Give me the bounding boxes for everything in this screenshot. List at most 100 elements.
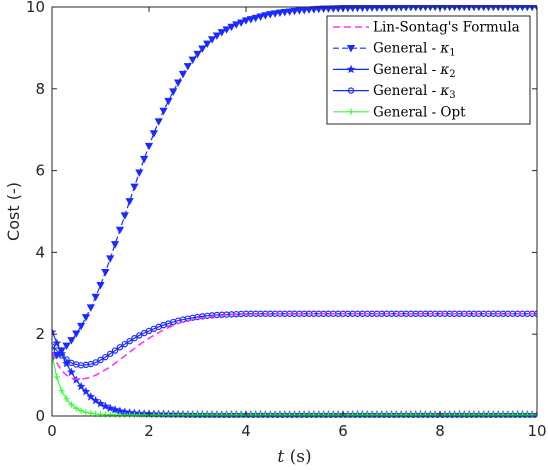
legend-label: General - κ2 [373,62,456,80]
series-marker-1 [232,21,241,29]
series-marker-4 [53,374,60,381]
series-marker-3 [111,347,119,354]
legend-label-base: General - [373,41,440,57]
series-marker-1 [266,11,275,19]
x-tick-label: 10 [527,422,546,440]
series-marker-1 [173,79,183,87]
legend-label: General - κ1 [373,41,456,59]
legend-label: General - κ3 [373,83,456,101]
series-marker-1 [120,212,129,220]
series-marker-1 [188,56,197,65]
series-marker-1 [110,241,120,249]
series-marker-2 [81,386,91,396]
series-marker-1 [154,118,163,126]
x-tick-label: 2 [144,422,154,440]
legend-label-symbol: κ [439,62,449,78]
series-marker-1 [285,8,294,16]
series-marker-1 [237,19,246,27]
legend-marker [347,87,355,94]
series-marker-1 [135,169,144,177]
series-marker-1 [217,29,226,37]
series-marker-4 [87,410,94,417]
y-tick-label: 4 [35,243,45,261]
legend-label-symbol: κ [439,41,449,57]
series-marker-2 [86,392,96,401]
series-marker-1 [402,5,410,12]
series-marker-1 [241,17,251,25]
y-axis-label: Cost (-) [4,182,23,241]
series-marker-4 [68,401,75,408]
series-marker-1 [96,281,105,290]
series-4 [52,353,537,418]
series-marker-1 [392,5,400,12]
legend-label-base: General - [373,62,440,78]
series-marker-3 [121,340,128,348]
x-tick-label: 4 [241,422,251,440]
series-marker-3 [102,353,109,361]
series-marker-1 [397,5,405,12]
series-marker-1 [125,198,134,206]
legend-marker [346,64,356,74]
series-marker-1 [251,14,260,23]
series-marker-1 [227,23,236,32]
series-marker-1 [314,5,323,14]
x-axis-label: t (s) [277,447,311,467]
series-marker-1 [72,330,81,338]
series-marker-1 [407,5,415,12]
series-marker-3 [97,356,104,364]
series-marker-1 [309,6,319,14]
series-marker-1 [178,70,188,79]
series-marker-4 [58,387,65,394]
series-marker-3 [53,347,61,354]
series-marker-2 [110,405,120,414]
series-marker-1 [169,88,178,96]
series-marker-2 [52,327,57,337]
legend-marker [346,45,356,53]
y-tick-label: 8 [35,80,45,98]
series-marker-4 [78,407,85,414]
series-marker-1 [115,226,125,235]
series-marker-1 [203,40,212,49]
series-marker-1 [256,13,265,21]
series-marker-2 [76,381,86,391]
series-marker-1 [193,50,202,59]
series-marker-1 [101,269,110,277]
series-marker-1 [212,32,222,40]
series-marker-2 [62,358,72,368]
legend-label-subscript: 1 [449,48,455,59]
x-tick-label: 6 [338,422,348,440]
series-marker-1 [295,7,304,15]
axes: 0 2 4 6 8 10 0 2 4 6 8 10 t (s) Cost (-) [4,0,547,467]
series-marker-3 [131,334,138,342]
legend-label-subscript: 3 [449,90,455,101]
series-marker-1 [280,8,289,17]
series-marker-1 [183,63,192,71]
legend-marker [348,108,354,115]
series-marker-2 [66,367,76,377]
series-marker-1 [62,342,71,351]
series-marker-1 [270,10,280,18]
plot-frame [51,6,538,417]
series-marker-3 [92,359,99,366]
series-marker-1 [261,12,270,20]
x-axis-label-unit: (s) [284,447,311,467]
series-marker-1 [86,304,95,312]
legend-entry: General - κ1 [333,41,456,59]
legend-label: Lin-Sontag's Formula [373,20,520,36]
legend-label-subscript: 2 [449,69,455,80]
legend-label-base: General - [373,83,440,99]
series-marker-4 [534,412,537,418]
legend-label: General - Opt [373,104,466,120]
series-marker-2 [100,401,110,411]
y-tick-label: 0 [35,407,45,425]
series-marker-3 [116,344,124,351]
series-marker-1 [290,7,299,16]
series-marker-2 [57,349,67,358]
series-marker-1 [164,97,173,106]
series-marker-1 [159,107,168,116]
series-marker-1 [130,183,139,192]
x-axis-label-var: t [277,447,284,467]
